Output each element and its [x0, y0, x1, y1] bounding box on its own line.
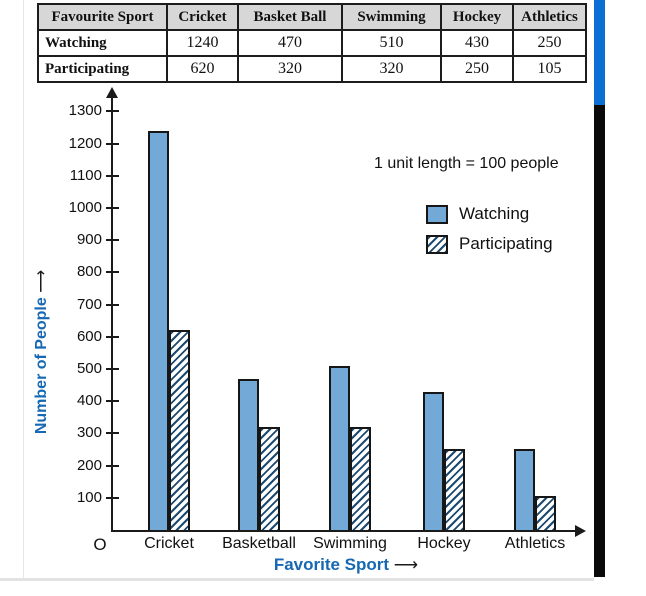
bar-basketball-watching — [238, 379, 259, 530]
y-tick — [106, 464, 119, 467]
table-col-header: Cricket — [166, 3, 239, 31]
table-col-header: Hockey — [440, 3, 514, 31]
y-tick-label: 900 — [76, 231, 102, 249]
bottom-edge-line — [0, 578, 594, 581]
y-tick-label: 1300 — [68, 102, 102, 120]
table-cell-value: 250 — [512, 29, 587, 57]
y-tick-label: 500 — [76, 360, 102, 377]
table-cell-value: 620 — [166, 55, 239, 83]
right-stripe-blue — [594, 0, 605, 105]
x-axis-arrowhead-icon — [575, 525, 586, 537]
origin-label: O — [93, 535, 107, 554]
table-col-header: Favourite Sport — [37, 3, 168, 31]
bar-basketball-participating — [259, 427, 280, 530]
y-tick — [106, 368, 119, 370]
y-tick — [106, 110, 119, 113]
legend-item-watching: Watching — [426, 202, 553, 226]
y-tick-label: 400 — [76, 392, 102, 410]
x-category-label: Athletics — [504, 535, 566, 552]
table-body: Watching 1240 470 510 430 250 Participating 620… — [37, 29, 587, 83]
legend-swatch-hatched — [426, 234, 448, 254]
y-tick — [106, 271, 119, 274]
x-axis-line — [111, 530, 577, 532]
y-tick-label: 1100 — [69, 166, 102, 184]
x-category-label: Hockey — [417, 535, 471, 552]
y-tick — [106, 207, 119, 209]
y-tick — [106, 142, 119, 145]
y-tick — [106, 400, 119, 403]
y-tick — [106, 303, 119, 306]
unit-note: 1 unit length = 100 people — [374, 155, 559, 172]
x-axis-title: Favorite Sport ⟶ — [211, 555, 481, 575]
table-row: Watching 1240 470 510 430 250 — [37, 29, 587, 57]
y-tick — [106, 239, 119, 242]
content-left-edge-line — [23, 0, 24, 578]
x-category-label: Swimming — [313, 535, 387, 552]
bar-cricket-participating — [169, 330, 190, 530]
legend-label: Watching — [459, 204, 530, 223]
bar-cricket-watching — [148, 131, 169, 530]
x-category-label: Basketball — [222, 535, 296, 552]
y-axis-title-text: Number of People — [33, 297, 50, 435]
legend-swatch-solid — [426, 204, 448, 224]
y-tick-label: 300 — [76, 424, 102, 442]
table-cell-value: 1240 — [166, 29, 239, 57]
y-tick-label: 1000 — [68, 199, 102, 216]
table-cell-value: 320 — [341, 55, 442, 83]
table-row-label: Watching — [37, 29, 168, 57]
bar-hockey-participating — [444, 449, 465, 530]
bar-swimming-participating — [350, 427, 371, 530]
x-axis-title-text: Favorite Sport — [273, 555, 390, 574]
x-category-label: Cricket — [144, 535, 194, 552]
y-tick-label: 800 — [76, 263, 102, 281]
right-stripe-black — [594, 105, 605, 577]
y-axis-title-arrow-icon: ⟶ — [33, 269, 50, 293]
table-cell-value: 105 — [512, 55, 587, 83]
table-row: Participating 620 320 320 250 105 — [37, 55, 587, 83]
y-tick-label: 200 — [76, 456, 102, 474]
y-tick — [106, 174, 119, 177]
bar-athletics-watching — [514, 449, 535, 530]
bar-swimming-watching — [329, 366, 350, 530]
y-tick — [106, 432, 119, 435]
y-axis-line — [111, 97, 113, 531]
table-col-header: Athletics — [512, 3, 587, 31]
y-tick-label: 700 — [76, 295, 102, 313]
y-tick — [106, 335, 119, 338]
legend: Watching Participating — [426, 202, 553, 262]
table-cell-value: 430 — [440, 29, 514, 57]
table-cell-value: 320 — [237, 55, 343, 83]
table-header-row: Favourite Sport Cricket Basket Ball Swimmin… — [37, 3, 587, 31]
legend-label: Participating — [459, 234, 553, 253]
y-tick-label: 100 — [76, 488, 102, 506]
y-tick-label: 1200 — [68, 134, 102, 152]
table-row-label: Participating — [37, 55, 168, 83]
favourite-sport-table: Favourite Sport Cricket Basket Ball Swimmin… — [37, 3, 587, 83]
table-cell-value: 510 — [341, 29, 442, 57]
bar-hockey-watching — [423, 392, 444, 530]
table-cell-value: 250 — [440, 55, 514, 83]
x-axis-title-arrow-icon: ⟶ — [393, 555, 419, 574]
table-col-header: Swimming — [341, 3, 442, 31]
bar-chart: 1 unit length = 100 people Watching Parti… — [0, 85, 594, 578]
bar-athletics-participating — [535, 496, 556, 530]
legend-item-participating: Participating — [426, 232, 553, 256]
y-tick — [106, 496, 119, 499]
y-axis-arrowhead-icon — [106, 87, 118, 98]
table-header: Favourite Sport Cricket Basket Ball Swimmin… — [37, 3, 587, 31]
y-tick-label: 600 — [76, 327, 102, 345]
table-col-header: Basket Ball — [237, 3, 343, 31]
table-cell-value: 470 — [237, 29, 343, 57]
